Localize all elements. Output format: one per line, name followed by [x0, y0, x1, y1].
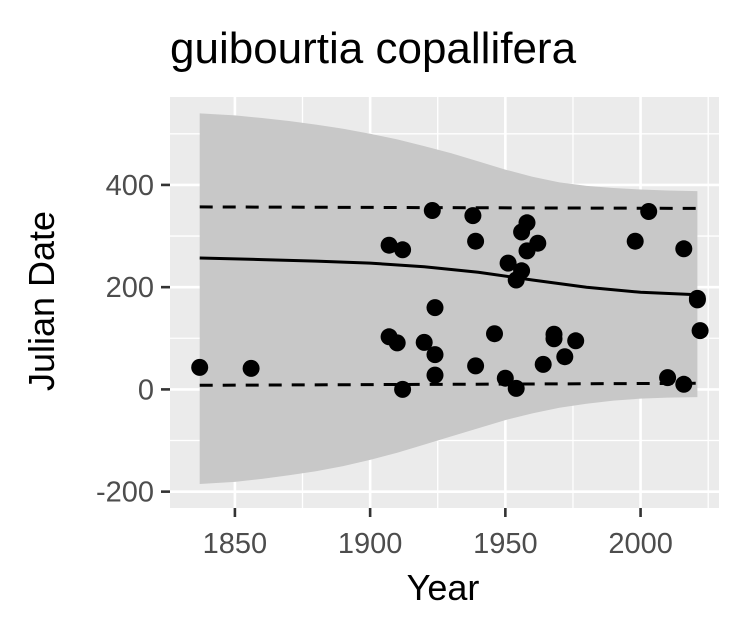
y-axis-title: Julian Date [21, 211, 62, 391]
trend-line [199, 256, 698, 297]
data-point [659, 369, 677, 387]
data-point [675, 240, 693, 258]
data-point [675, 375, 693, 393]
data-point [545, 330, 563, 348]
data-point [426, 366, 444, 384]
y-tick-label: -200 [96, 477, 154, 509]
data-point [688, 291, 706, 309]
data-point [380, 236, 398, 254]
data-point [507, 379, 525, 397]
data-point [626, 232, 644, 250]
data-point [426, 299, 444, 317]
x-tick-label: 1850 [203, 528, 268, 560]
data-point [691, 322, 709, 340]
data-point [388, 334, 406, 352]
data-point [191, 358, 209, 376]
y-tick-label: 200 [106, 272, 154, 304]
x-tick-label: 1900 [338, 528, 403, 560]
chart-title: guibourtia copallifera [170, 24, 577, 73]
y-tick-label: 0 [138, 374, 154, 406]
upper-bound-line [199, 205, 698, 210]
data-point [518, 214, 536, 232]
axes: 1850 1900 1950 2000 -200 0 200 400 [96, 170, 673, 560]
data-point [534, 355, 552, 373]
data-point [467, 232, 485, 250]
x-axis-title: Year [407, 567, 480, 608]
data-point [529, 234, 547, 252]
x-tick-label: 2000 [608, 528, 673, 560]
data-point [426, 346, 444, 364]
data-point [415, 333, 433, 351]
lower-bound-line [199, 381, 698, 387]
data-point [499, 254, 517, 272]
data-point [464, 207, 482, 225]
data-point [640, 203, 658, 220]
data-point [423, 202, 441, 219]
data-point [394, 241, 412, 259]
data-point [486, 325, 503, 343]
x-tick-label: 1950 [473, 528, 538, 560]
data-point [567, 332, 585, 350]
data-points [191, 202, 709, 398]
data-point [394, 380, 412, 398]
data-point [556, 348, 574, 366]
data-point [467, 357, 485, 375]
data-point [496, 369, 514, 387]
data-point [513, 262, 531, 280]
y-tick-label: 400 [106, 170, 154, 202]
data-point [242, 359, 260, 377]
